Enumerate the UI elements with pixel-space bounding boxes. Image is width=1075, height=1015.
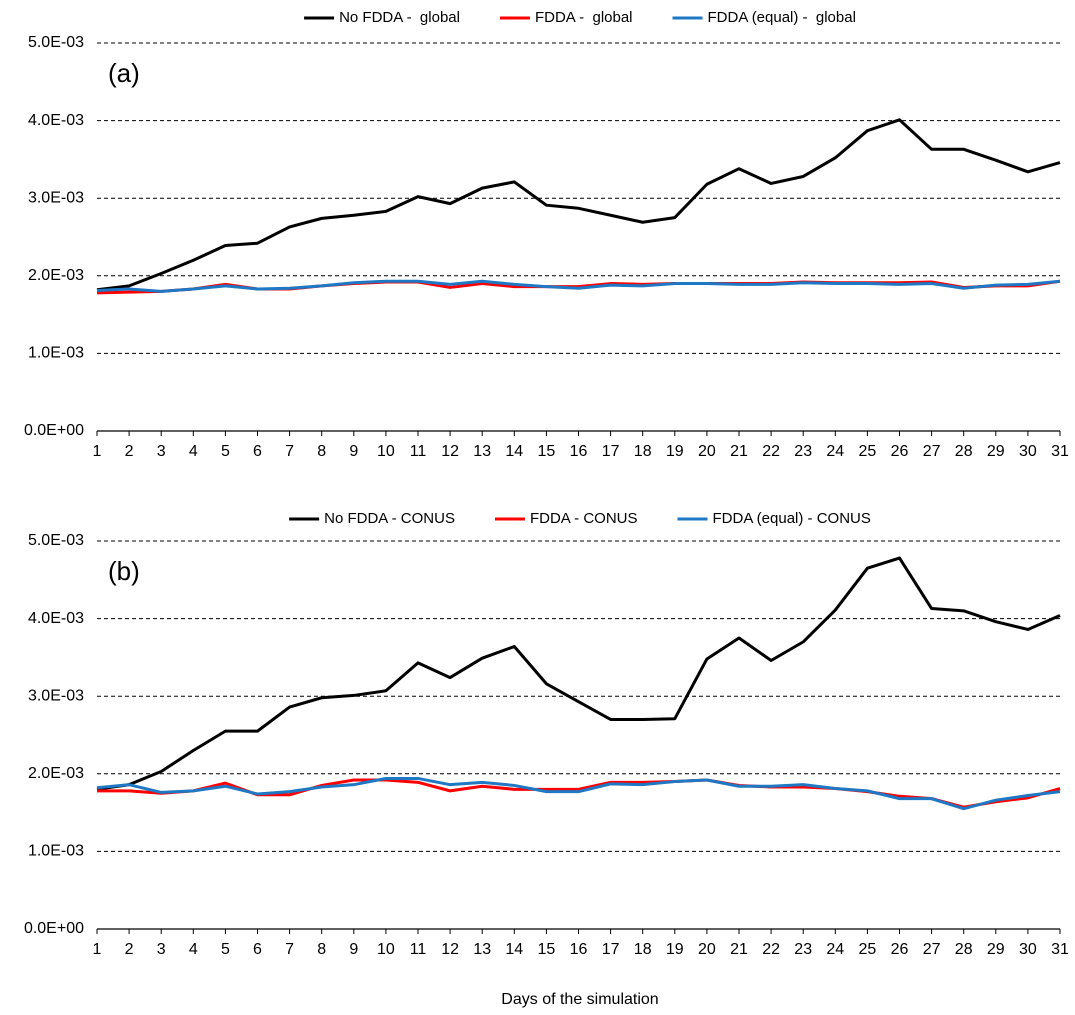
x-tick-label: 13 [473,443,491,460]
x-tick-label: 1 [93,443,102,460]
x-tick-label: 28 [955,443,973,460]
x-tick-label: 4 [189,443,198,460]
x-tick-label: 22 [762,941,780,958]
x-tick-label: 6 [253,443,262,460]
y-tick-label: 4.0E-03 [28,610,84,627]
x-tick-label: 2 [125,941,134,958]
x-tick-label: 26 [891,941,909,958]
x-tick-label: 25 [859,941,877,958]
panel-label: (a) [108,58,140,88]
x-tick-label: 17 [602,941,620,958]
x-tick-label: 5 [221,941,230,958]
x-tick-label: 5 [221,443,230,460]
x-tick-label: 3 [157,443,166,460]
x-tick-label: 19 [666,443,684,460]
x-tick-label: 21 [730,941,748,958]
x-axis-label: Days of the simulation [501,991,658,1008]
x-tick-label: 30 [1019,941,1037,958]
x-tick-label: 16 [570,443,588,460]
x-tick-label: 18 [634,941,652,958]
x-tick-label: 7 [285,443,294,460]
x-tick-label: 25 [859,443,877,460]
x-tick-label: 7 [285,941,294,958]
x-tick-label: 27 [923,443,941,460]
x-tick-label: 24 [826,443,844,460]
x-tick-label: 8 [317,941,326,958]
y-tick-label: 3.0E-03 [28,189,84,206]
legend-label: FDDA - CONUS [530,510,638,527]
y-tick-label: 0.0E+00 [24,920,84,937]
x-tick-label: 20 [698,443,716,460]
panel-label: (b) [108,556,140,586]
y-tick-label: 1.0E-03 [28,843,84,860]
x-tick-label: 1 [93,941,102,958]
legend-label: No FDDA - CONUS [324,510,455,527]
series-line [96,556,1061,791]
x-tick-label: 21 [730,443,748,460]
x-tick-label: 13 [473,941,491,958]
y-tick-label: 2.0E-03 [28,267,84,284]
x-tick-label: 31 [1051,443,1069,460]
legend-label: FDDA (equal) - CONUS [713,510,871,527]
x-tick-label: 31 [1051,941,1069,958]
x-tick-label: 9 [349,443,358,460]
x-tick-label: 22 [762,443,780,460]
x-tick-label: 15 [538,941,556,958]
x-tick-label: 23 [794,941,812,958]
y-tick-label: 0.0E+00 [24,422,84,439]
legend-label: FDDA (equal) - global [708,9,856,26]
y-tick-label: 4.0E-03 [28,112,84,129]
x-tick-label: 6 [253,941,262,958]
y-tick-label: 3.0E-03 [28,687,84,704]
x-tick-label: 8 [317,443,326,460]
x-tick-label: 19 [666,941,684,958]
x-tick-label: 12 [441,443,459,460]
x-tick-label: 30 [1019,443,1037,460]
y-tick-label: 2.0E-03 [28,765,84,782]
x-tick-label: 3 [157,941,166,958]
x-tick-label: 15 [538,443,556,460]
x-tick-label: 12 [441,941,459,958]
y-tick-label: 5.0E-03 [28,532,84,549]
y-tick-label: 1.0E-03 [28,345,84,362]
x-tick-label: 2 [125,443,134,460]
x-tick-label: 18 [634,443,652,460]
x-tick-label: 28 [955,941,973,958]
x-tick-label: 24 [826,941,844,958]
legend-label: No FDDA - global [339,9,460,26]
x-tick-label: 27 [923,941,941,958]
legend-label: FDDA - global [535,9,633,26]
x-tick-label: 9 [349,941,358,958]
series-line [96,776,1061,811]
x-tick-label: 26 [891,443,909,460]
x-tick-label: 16 [570,941,588,958]
y-tick-label: 5.0E-03 [28,34,84,51]
x-tick-label: 14 [505,941,523,958]
series-line [96,118,1061,292]
x-tick-label: 11 [410,941,427,958]
x-tick-label: 11 [410,443,427,460]
x-tick-label: 29 [987,941,1005,958]
series-line [97,778,1061,809]
x-tick-label: 17 [602,443,620,460]
x-tick-label: 10 [377,443,395,460]
series-line [96,279,1061,293]
x-tick-label: 23 [794,443,812,460]
x-tick-label: 29 [987,443,1005,460]
x-tick-label: 14 [505,443,523,460]
x-tick-label: 4 [189,941,198,958]
x-tick-label: 20 [698,941,716,958]
x-tick-label: 10 [377,941,395,958]
